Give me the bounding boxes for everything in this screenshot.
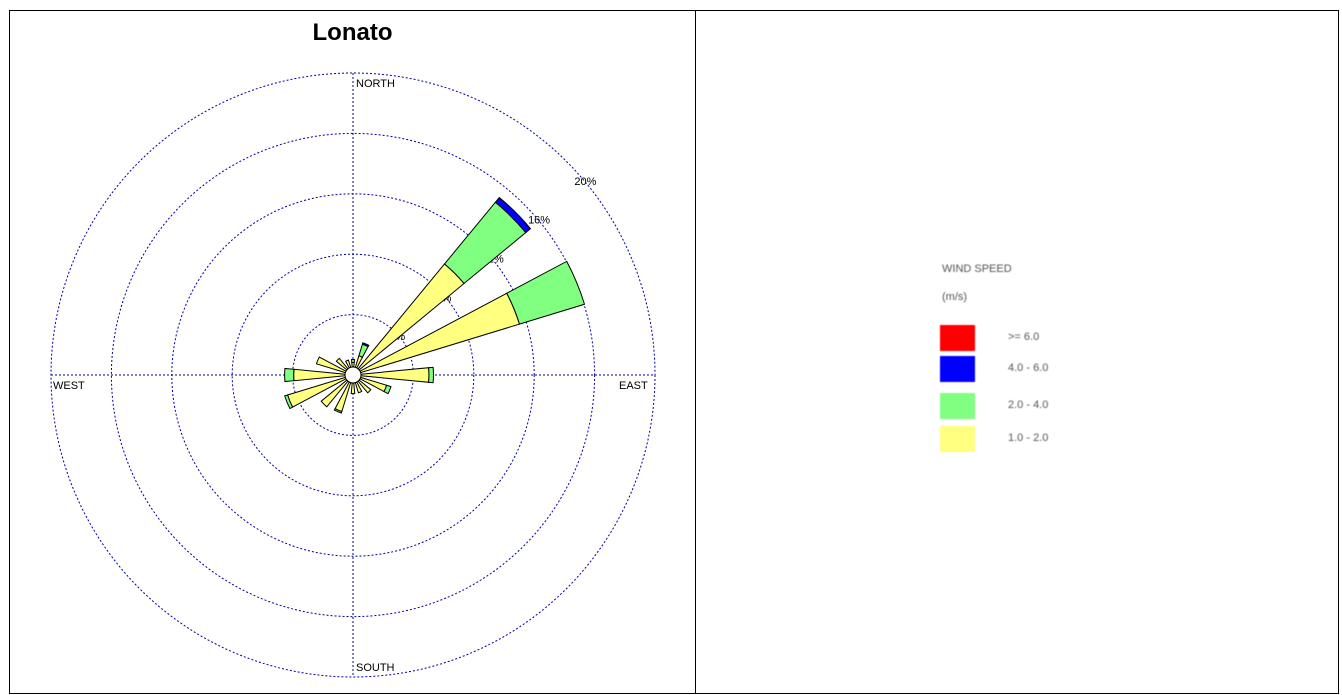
ring-label-20: 20%: [574, 176, 596, 188]
direction-label-south: SOUTH: [356, 662, 395, 674]
sector-67.5-bin-1: [359, 292, 521, 374]
legend-row-1: >= 6.0: [940, 325, 1100, 351]
legend-swatch-3: [940, 393, 975, 419]
sector-67.5-bin-2: [506, 260, 586, 325]
legend-label-2: 4.0 - 6.0: [1008, 362, 1049, 374]
sector-270-bin-2: [284, 367, 295, 383]
calm-circle: [344, 366, 362, 384]
figure-frame: [9, 10, 1339, 694]
legend-row-2: 4.0 - 6.0: [940, 356, 1100, 382]
legend-label-3: 2.0 - 4.0: [1008, 399, 1049, 411]
legend-label-1: >= 6.0: [1008, 331, 1040, 343]
legend: WIND SPEED (m/s) >= 6.0 4.0 - 6.0 2.0 - …: [930, 255, 1110, 465]
direction-label-north: NORTH: [356, 78, 395, 90]
sector-270-bin-1: [293, 368, 346, 382]
legend-title: WIND SPEED (m/s): [942, 262, 1092, 304]
legend-subtitle-text: (m/s): [942, 291, 968, 303]
direction-label-west: WEST: [53, 380, 85, 392]
ring-16: [110, 132, 596, 618]
sector-112.5-bin-2: [383, 384, 392, 395]
panel-divider: [695, 10, 696, 694]
legend-row-3: 2.0 - 4.0: [940, 393, 1100, 419]
legend-label-4: 1.0 - 2.0: [1008, 432, 1049, 444]
legend-title-text: WIND SPEED: [942, 263, 1012, 275]
legend-row-4: 1.0 - 2.0: [940, 426, 1100, 452]
chart-title: Lonato: [312, 19, 393, 46]
sector-90-bin-2: [428, 366, 434, 384]
direction-label-east: EAST: [619, 380, 648, 392]
sector-180-bin-1: [350, 382, 356, 395]
ring-12: [171, 193, 535, 557]
ring-8: [231, 253, 475, 497]
legend-swatch-4: [940, 426, 975, 452]
ring-label-16: 16%: [528, 215, 550, 227]
sector-0-bin-2: [350, 358, 356, 364]
sector-45-bin-3: [494, 196, 532, 234]
legend-swatch-1: [940, 325, 975, 351]
sector-247.5-bin-2: [284, 394, 294, 410]
ring-20: [50, 72, 656, 678]
sector-0-bin-1: [351, 361, 355, 368]
sector-202.5-bin-2: [333, 408, 343, 414]
legend-swatch-2: [940, 356, 975, 382]
sector-22.5-bin-3: [361, 342, 370, 348]
